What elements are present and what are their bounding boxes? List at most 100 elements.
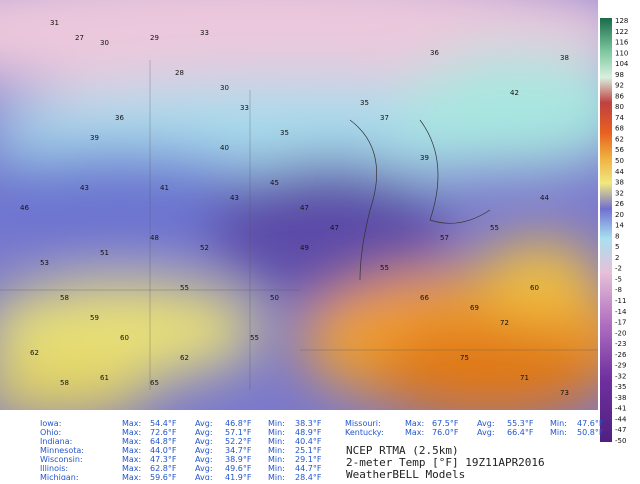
station-temp: 57 [440,234,449,242]
stat-cell: 28.4°F [295,473,322,480]
station-temp: 43 [230,194,239,202]
stat-cell: 25.1°F [295,446,322,455]
stat-cell: 38.9°F [225,455,252,464]
station-temp: 48 [150,234,159,242]
station-temp: 33 [200,29,209,37]
colorbar-label: 32 [615,189,624,197]
colorbar-label: -17 [615,319,626,327]
stat-cell: 48.9°F [295,428,322,437]
stat-cell: Max: [122,455,141,464]
station-temp: 53 [40,259,49,267]
stat-cell: 57.1°F [225,428,252,437]
colorbar-label: 68 [615,125,624,133]
colorbar-label: 56 [615,146,624,154]
colorbar-label: 26 [615,200,624,208]
station-temp: 55 [180,284,189,292]
stat-cell: Missouri: [345,419,381,428]
station-temp: 55 [490,224,499,232]
stat-cell: Michigan: [40,473,79,480]
colorbar-label: -32 [615,372,626,380]
credit-line: WeatherBELL Models [346,468,465,480]
stat-cell: 44.7°F [295,464,322,473]
credit-line: 2-meter Temp [°F] 19Z11APR2016 [346,456,545,469]
colorbar-label: -38 [615,394,626,402]
stat-cell: 40.4°F [295,437,322,446]
station-temp: 36 [115,114,124,122]
station-temp: 62 [180,354,189,362]
station-temp: 75 [460,354,469,362]
colorbar-label: -11 [615,297,626,305]
stat-cell: Min: [268,464,285,473]
station-temp: 31 [50,19,59,27]
station-temp: 29 [150,34,159,42]
colorbar-label: -44 [615,415,627,423]
stat-cell: Avg: [477,419,495,428]
station-temp: 27 [75,34,84,42]
station-temp: 66 [420,294,429,302]
stat-cell: Avg: [195,464,213,473]
station-temp: 71 [520,374,529,382]
stat-cell: Kentucky: [345,428,384,437]
stat-cell: Avg: [195,437,213,446]
station-temp: 46 [20,204,29,212]
stat-cell: Avg: [195,428,213,437]
station-temp: 58 [60,294,69,302]
station-temp: 49 [300,244,309,252]
stat-cell: 44.0°F [150,446,177,455]
colorbar-label: -5 [615,275,622,283]
station-temp: 37 [380,114,389,122]
stat-cell: Avg: [195,455,213,464]
station-temp: 52 [200,244,209,252]
stat-cell: Illinois: [40,464,68,473]
stat-cell: Max: [122,473,141,480]
station-temp: 65 [150,379,159,387]
colorbar-label: -29 [615,362,626,370]
colorbar-label: -14 [615,308,627,316]
station-temp: 38 [560,54,569,62]
station-temp: 59 [90,314,99,322]
colorbar-label: 74 [615,114,624,122]
stat-cell: Min: [268,419,285,428]
stat-cell: 55.3°F [507,419,534,428]
colorbar-label: 80 [615,103,624,111]
station-temp: 72 [500,319,509,327]
station-temp: 51 [100,249,109,257]
stat-cell: 67.5°F [432,419,459,428]
stat-cell: Min: [550,428,567,437]
stat-cell: Min: [268,437,285,446]
stat-cell: 47.3°F [150,455,177,464]
colorbar-label: 92 [615,82,624,90]
stat-cell: Avg: [195,473,213,480]
stat-cell: 52.2°F [225,437,252,446]
temperature-field: 31 27 30 29 33 28 36 35 33 30 39 35 37 39 43 41 43 46 45 47… [0,0,598,410]
station-temp: 39 [90,134,99,142]
colorbar-label: 44 [615,168,624,176]
colorbar-label: 20 [615,211,624,219]
stat-cell: Min: [268,473,285,480]
station-temp: 44 [540,194,549,202]
colorbar-label: 2 [615,254,619,262]
stat-cell: 76.0°F [432,428,459,437]
stat-cell: 46.8°F [225,419,252,428]
stat-cell: Max: [122,428,141,437]
colorbar-label: 98 [615,71,624,79]
stat-cell: Min: [550,419,567,428]
stat-cell: Max: [122,419,141,428]
station-temp: 36 [430,49,439,57]
stat-cell: Max: [405,428,424,437]
colorbar-label: -20 [615,329,626,337]
station-temp: 55 [250,334,259,342]
colorbar-label: -26 [615,351,627,359]
stat-cell: Min: [268,446,285,455]
colorbar-label: -50 [615,437,626,445]
stat-cell: 38.3°F [295,419,322,428]
colorbar-label: -41 [615,405,626,413]
colorbar-label: 38 [615,179,624,187]
station-temp: 28 [175,69,184,77]
station-temp: 50 [270,294,279,302]
stat-cell: Max: [122,464,141,473]
station-temp: 30 [220,84,229,92]
stat-cell: 72.6°F [150,428,177,437]
colorbar-label: -35 [615,383,626,391]
